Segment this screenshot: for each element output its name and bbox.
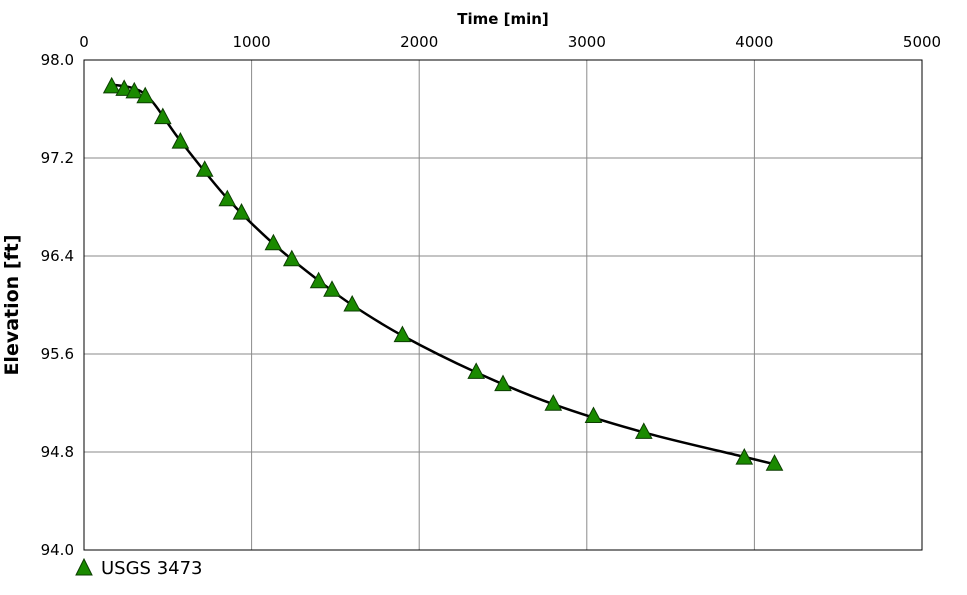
data-point [171,132,190,149]
y-tick-label: 98.0 [41,51,74,69]
plot-area-border [83,59,923,551]
grid [84,60,922,550]
fit-curve [111,83,775,466]
y-tick-label: 97.2 [41,149,74,167]
data-point [125,81,144,99]
data-point [153,107,172,125]
legend-label: USGS 3473 [101,558,203,579]
x-axis: 0 1000 2000 3000 4000 5000 [79,33,941,51]
data-point [195,160,214,177]
y-tick-label: 94.0 [41,541,74,559]
data-point [544,394,563,411]
x-tick-label: 0 [79,33,89,51]
data-points [102,76,784,471]
data-point [309,271,328,289]
data-point [343,294,362,312]
legend-triangle-icon [75,557,93,576]
x-tick-label: 5000 [903,33,941,51]
data-point [136,86,155,104]
x-axis-title: Time [min] [457,10,549,28]
x-tick-label: 4000 [735,33,773,51]
data-point [282,249,301,267]
data-point [323,280,341,297]
data-point [393,325,412,343]
data-point [735,448,754,465]
y-tick-label: 94.8 [41,443,74,461]
data-point [264,233,283,251]
data-point [467,362,486,379]
y-tick-label: 96.4 [41,247,74,265]
y-axis: 94.0 94.8 95.6 96.4 97.2 98.0 [41,51,74,559]
legend: USGS 3473 [75,557,203,579]
data-point [232,203,251,220]
data-point [494,374,512,392]
fit-line [111,83,775,466]
x-tick-label: 2000 [400,33,438,51]
data-point [765,454,784,471]
x-tick-label: 1000 [233,33,271,51]
data-point [102,76,121,94]
y-tick-label: 95.6 [41,345,74,363]
data-point [115,79,134,96]
data-point [584,406,603,423]
y-axis-title: Elevation [ft] [1,234,23,375]
data-point [218,189,237,207]
x-tick-label: 3000 [568,33,606,51]
data-point [634,422,653,439]
